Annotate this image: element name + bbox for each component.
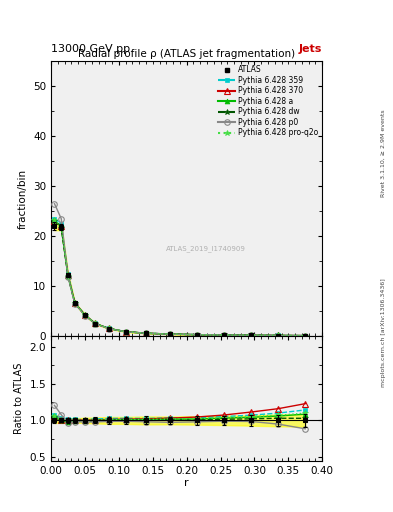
X-axis label: r: r: [184, 478, 189, 488]
Text: 13000 GeV pp: 13000 GeV pp: [51, 44, 130, 54]
Text: Jets: Jets: [299, 44, 322, 54]
Text: ATLAS_2019_I1740909: ATLAS_2019_I1740909: [166, 245, 246, 251]
Title: Radial profile ρ (ATLAS jet fragmentation): Radial profile ρ (ATLAS jet fragmentatio…: [78, 49, 295, 59]
Text: mcplots.cern.ch [arXiv:1306.3436]: mcplots.cern.ch [arXiv:1306.3436]: [381, 279, 386, 387]
Legend: ATLAS, Pythia 6.428 359, Pythia 6.428 370, Pythia 6.428 a, Pythia 6.428 dw, Pyth: ATLAS, Pythia 6.428 359, Pythia 6.428 37…: [217, 63, 320, 139]
Y-axis label: Ratio to ATLAS: Ratio to ATLAS: [14, 362, 24, 434]
Text: Rivet 3.1.10, ≥ 2.9M events: Rivet 3.1.10, ≥ 2.9M events: [381, 110, 386, 198]
Y-axis label: fraction/bin: fraction/bin: [18, 168, 28, 229]
